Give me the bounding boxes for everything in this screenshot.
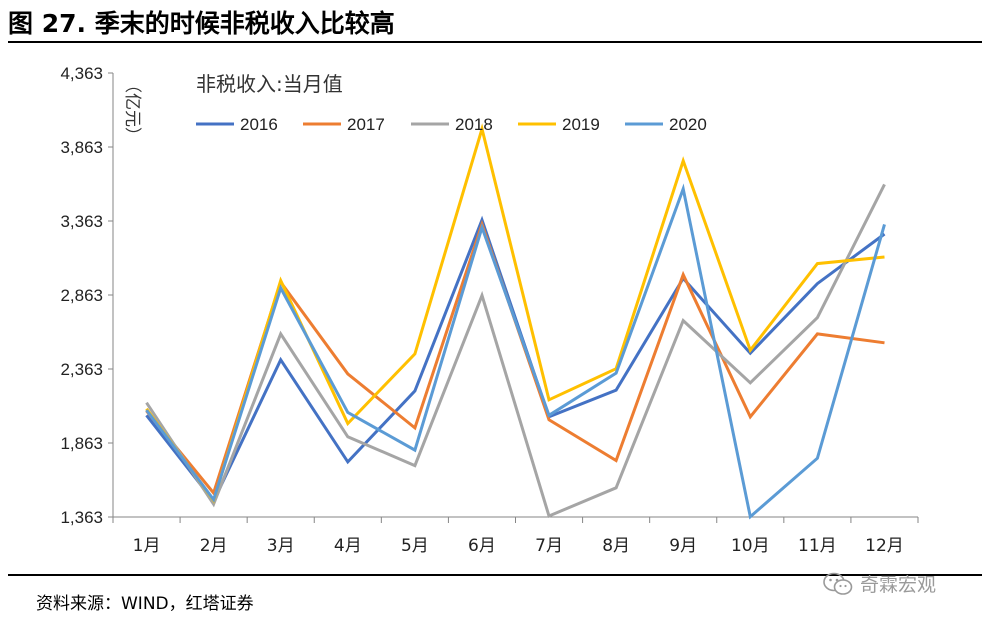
- series-line-2020: [145, 183, 886, 520]
- title-rule: [8, 41, 982, 43]
- x-tick-label: 7月: [535, 536, 563, 556]
- x-tick-label: 10月: [731, 536, 770, 556]
- chart-legend: 2016 2017 2018 2019 2020: [196, 115, 707, 134]
- y-tick-label: 2,363: [60, 360, 103, 379]
- y-tick-label: 1,863: [60, 434, 103, 453]
- x-tick-label: 1月: [133, 536, 161, 556]
- x-tick-label: 6月: [468, 536, 496, 556]
- x-tick-label: 4月: [334, 536, 362, 556]
- wechat-icon: [823, 572, 853, 595]
- x-tick-label: 5月: [401, 536, 429, 556]
- watermark: 奇霖宏观: [822, 570, 936, 597]
- x-tick-label: 11月: [798, 536, 837, 556]
- legend-label-2018: 2018: [455, 115, 493, 134]
- series-lines: [145, 123, 886, 520]
- y-axis-unit-label: （亿元）: [122, 76, 142, 144]
- y-tick-label: 3,863: [60, 138, 103, 157]
- x-tick-label: 8月: [602, 536, 630, 556]
- x-tick-label: 2月: [200, 536, 228, 556]
- y-tick-label: 3,363: [60, 212, 103, 231]
- y-tick-label: 2,863: [60, 286, 103, 305]
- legend-label-2020: 2020: [669, 115, 707, 134]
- x-axis-ticks: 1月 2月 3月 4月 5月 6月 7月 8月 9月 10月 11月 12月: [112, 517, 919, 556]
- legend-label-2016: 2016: [240, 115, 278, 134]
- figure-title: 图 27. 季末的时候非税收入比较高: [8, 9, 395, 38]
- source-note: 资料来源：WIND，红塔证券: [36, 594, 254, 614]
- y-axis-ticks: 1,363 1,863 2,363 2,863 3,363 3,863 4,363: [60, 64, 113, 527]
- watermark-text: 奇霖宏观: [860, 574, 937, 596]
- series-line-2019: [145, 123, 885, 504]
- y-tick-label: 1,363: [60, 508, 103, 527]
- legend-label-2017: 2017: [347, 115, 385, 134]
- y-tick-label: 4,363: [60, 64, 103, 83]
- legend-label-2019: 2019: [562, 115, 600, 134]
- x-tick-label: 9月: [669, 536, 697, 556]
- chart-title: 非税收入:当月值: [196, 72, 343, 96]
- x-tick-label: 3月: [267, 536, 295, 556]
- x-tick-label: 12月: [865, 536, 904, 556]
- series-line-2018: [145, 183, 886, 519]
- footer-rule: [8, 574, 982, 576]
